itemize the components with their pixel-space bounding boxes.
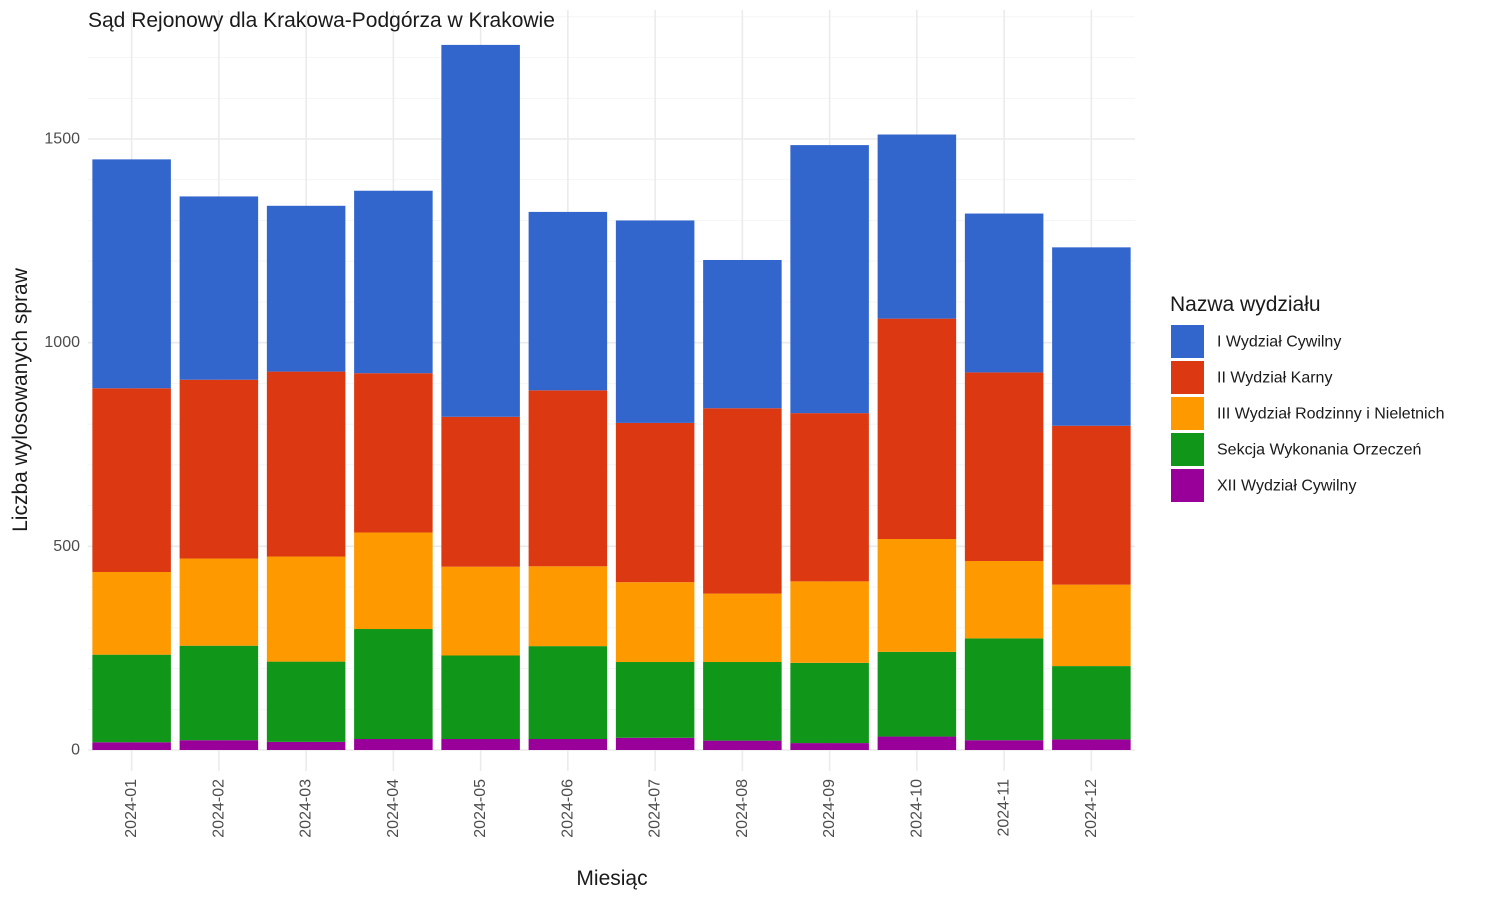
bar-segment [964,213,1044,373]
bar-segment [877,539,957,652]
x-tick-label: 2024-10 [908,779,925,838]
bar-segment [266,661,346,742]
legend: Nazwa wydziału I Wydział Cywilny II Wydzi… [1170,293,1445,502]
legend-title: Nazwa wydziału [1170,293,1321,316]
bar-segment [92,742,171,750]
bar-segment [877,736,957,750]
bar-segment [964,638,1044,741]
bar-segment [790,743,869,750]
x-tick-label: 2024-09 [821,779,838,838]
bar-segment [266,371,346,557]
bar-segment [354,629,433,740]
bar-segment [441,416,520,567]
legend-label: I Wydział Cywilny [1217,334,1341,351]
bars-layer [92,44,1131,750]
legend-swatch [1171,397,1204,430]
bar-segment [92,159,171,389]
x-tick-label: 2024-06 [559,779,576,838]
bar-segment [92,388,171,572]
bar-segment [703,662,782,741]
bar-segment [441,566,520,656]
x-tick-label: 2024-02 [210,779,227,838]
bar-segment [615,582,695,663]
bar-segment [964,740,1044,750]
legend-swatch [1171,469,1204,502]
bar-segment [179,196,259,380]
y-tick-label: 1500 [44,131,80,148]
bar-segment [354,739,433,750]
bar-segment [877,318,957,540]
bar-segment [877,134,957,319]
x-tick-label: 2024-08 [734,779,751,838]
chart-title: Sąd Rejonowy dla Krakowa-Podgórza w Krak… [88,9,555,32]
legend-swatch [1171,361,1204,394]
bar-segment [266,556,346,662]
bar-segment [877,651,957,737]
bar-segment [703,408,782,594]
bar-segment [1052,425,1131,585]
legend-swatch [1171,433,1204,466]
bar-segment [92,571,171,655]
legend-label: XII Wydział Cywilny [1217,478,1356,495]
bar-segment [354,532,433,630]
x-tick-label: 2024-07 [647,779,664,838]
x-axis-title: Miesiąc [576,867,647,890]
bar-segment [354,373,433,533]
bar-segment [703,740,782,750]
bar-segment [179,558,259,646]
bar-segment [528,390,608,567]
x-axis: 2024-01 2024-02 2024-03 2024-04 2024-05 2024-… [123,779,1100,838]
bar-segment [441,739,520,750]
y-tick-label: 0 [71,742,80,759]
bar-segment [1052,247,1131,426]
x-tick-label: 2024-01 [123,779,140,838]
bar-segment [528,739,608,750]
x-tick-label: 2024-12 [1083,779,1100,838]
legend-label: II Wydział Karny [1217,370,1332,387]
legend-label: III Wydział Rodzinny i Nieletnich [1217,406,1445,423]
bar-segment [1052,584,1131,667]
bar-segment [179,645,259,741]
bar-segment [441,44,520,417]
bar-segment [615,422,695,583]
bar-segment [354,190,433,374]
bar-segment [179,740,259,750]
bar-segment [528,646,608,740]
bar-segment [266,741,346,750]
bar-segment [790,662,869,744]
bar-segment [1052,739,1131,750]
bar-segment [266,205,346,372]
bar-segment [441,655,520,740]
y-axis-title: Liczba wylosowanych spraw [9,267,32,532]
bar-segment [790,145,869,414]
bar-segment [615,220,695,423]
bar-segment [790,413,869,582]
y-axis: 0 500 1000 1500 [44,131,80,759]
bar-segment [964,560,1044,639]
y-tick-label: 1000 [44,334,80,351]
bar-segment [790,581,869,663]
x-tick-label: 2024-05 [472,779,489,838]
legend-items: I Wydział Cywilny II Wydział Karny III Wyd… [1171,325,1445,502]
bar-segment [528,566,608,647]
bar-segment [92,654,171,743]
bar-segment [964,372,1044,561]
x-tick-label: 2024-11 [996,779,1013,837]
legend-label: Sekcja Wykonania Orzeczeń [1217,442,1421,459]
bar-segment [703,259,782,409]
bar-segment [1052,666,1131,740]
bar-segment [615,662,695,738]
legend-swatch [1171,325,1204,358]
x-tick-label: 2024-04 [385,779,402,838]
bar-segment [615,737,695,750]
bar-segment [703,593,782,663]
y-tick-label: 500 [53,538,80,555]
bar-segment [179,379,259,559]
x-tick-label: 2024-03 [298,779,315,838]
bar-segment [528,211,608,391]
